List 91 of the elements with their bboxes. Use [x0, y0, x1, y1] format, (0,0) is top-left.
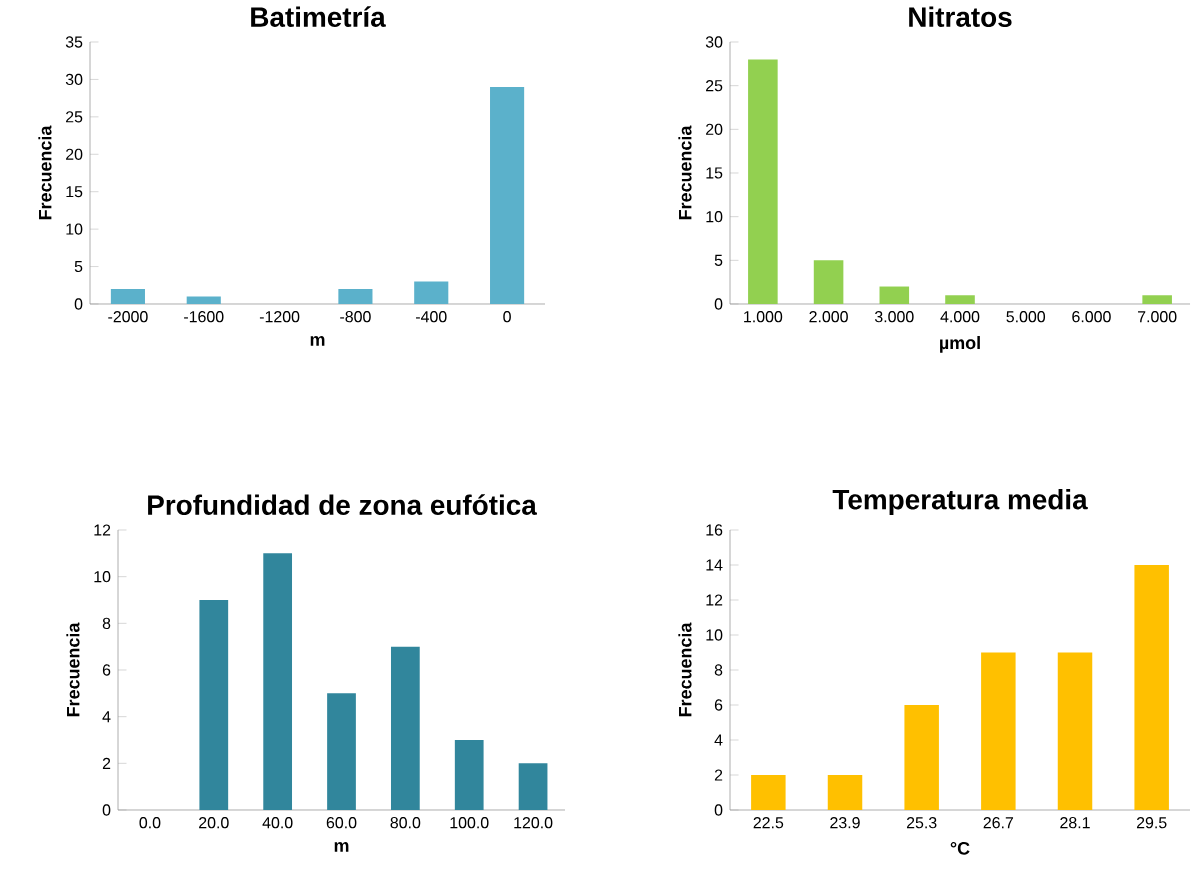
bar: [414, 281, 449, 304]
y-tick-label: 14: [706, 559, 723, 571]
bar: [1142, 295, 1172, 304]
x-tick-label: 23.9: [830, 817, 860, 829]
bar: [490, 86, 525, 304]
y-tick-label: 4: [714, 734, 723, 746]
x-tick-label: 2.000: [809, 311, 848, 323]
y-tick-label: 0: [74, 298, 83, 310]
y-tick-label: 0: [102, 804, 111, 816]
y-tick-label: 6: [102, 664, 111, 676]
bar: [748, 59, 778, 304]
y-tick-label: 30: [705, 36, 723, 48]
y-tick-label: 2: [102, 757, 111, 769]
y-tick-label: 15: [706, 167, 723, 179]
y-tick-label: 2: [714, 769, 723, 781]
x-tick-label: -1600: [184, 311, 224, 323]
x-tick-label: 6.000: [1072, 311, 1111, 323]
bar: [454, 740, 484, 810]
x-tick-label: 20.0: [199, 817, 229, 829]
x-tick-label: 29.5: [1136, 817, 1167, 829]
x-tick-label: 80.0: [390, 817, 421, 829]
bar: [263, 553, 293, 810]
x-tick-label: 28.1: [1060, 817, 1090, 829]
y-tick-label: 30: [65, 73, 83, 86]
y-tick-label: 8: [102, 617, 111, 629]
y-tick-label: 12: [706, 594, 723, 606]
y-tick-label: 10: [94, 571, 111, 583]
x-tick-label: 100.0: [450, 817, 489, 829]
y-tick-label: 12: [94, 524, 111, 536]
bar: [338, 289, 373, 304]
y-tick-label: 0: [714, 298, 723, 310]
y-tick-label: 25: [706, 80, 723, 92]
x-tick-label: 26.7: [983, 817, 1014, 829]
y-tick-label: 35: [65, 36, 83, 48]
x-tick-label: 60.0: [326, 817, 357, 829]
y-tick-label: 10: [706, 629, 723, 641]
y-axis-title: Frecuencia: [66, 622, 80, 717]
y-axis-title: Frecuencia: [38, 125, 52, 220]
y-axis-title: Frecuencia: [678, 622, 692, 717]
x-tick-label: 0: [503, 311, 511, 323]
bar: [813, 260, 844, 304]
bar: [186, 296, 221, 304]
y-tick-label: 4: [102, 711, 111, 723]
x-tick-label: -1200: [259, 311, 300, 323]
bar: [1057, 652, 1093, 810]
x-tick-label: 5.000: [1006, 311, 1046, 323]
bar: [751, 775, 786, 810]
y-tick-label: 15: [66, 186, 83, 198]
chart-title: Batimetría: [251, 6, 386, 28]
y-tick-label: 6: [714, 699, 723, 711]
y-tick-label: 10: [66, 223, 83, 235]
x-axis-title: µmol: [940, 335, 980, 353]
bar: [1134, 565, 1169, 810]
bar: [827, 775, 863, 810]
bar: [879, 286, 910, 304]
x-tick-label: 3.000: [874, 311, 914, 323]
x-axis-title: °C: [950, 842, 970, 855]
bar: [199, 600, 229, 810]
x-tick-label: 4.000: [940, 311, 980, 323]
bar: [904, 705, 939, 810]
y-tick-label: 0: [714, 804, 723, 816]
chart-title: Temperatura media: [832, 488, 1088, 515]
y-tick-label: 8: [714, 664, 723, 676]
x-tick-label: -400: [416, 311, 447, 323]
y-tick-label: 5: [714, 254, 723, 266]
bar: [981, 652, 1016, 810]
x-tick-label: 1.000: [744, 311, 783, 323]
y-tick-label: 20: [706, 123, 723, 135]
x-tick-label: 22.5: [753, 817, 784, 829]
x-tick-label: 7.000: [1138, 311, 1177, 323]
x-axis-title: m: [334, 842, 349, 852]
x-tick-label: -800: [340, 311, 371, 323]
x-tick-label: 25.3: [906, 817, 937, 829]
x-tick-label: 120.0: [514, 817, 553, 829]
x-tick-label: 40.0: [262, 817, 293, 829]
y-tick-label: 25: [66, 111, 83, 123]
bar: [390, 646, 420, 810]
bar: [518, 763, 548, 810]
bar: [945, 295, 975, 304]
x-tick-label: -2000: [108, 311, 148, 323]
y-axis-title: Frecuencia: [678, 125, 692, 220]
chart-title: Profundidad de zona eufótica: [148, 494, 537, 516]
y-tick-label: 16: [706, 524, 723, 536]
y-tick-label: 20: [66, 148, 83, 160]
chart-title: Nitratos: [909, 6, 1012, 28]
y-tick-label: 5: [74, 261, 83, 273]
bar: [327, 693, 356, 810]
x-axis-title: m: [310, 336, 325, 346]
y-tick-label: 10: [706, 211, 723, 223]
x-tick-label: 0.0: [139, 817, 161, 829]
bar: [110, 289, 145, 304]
